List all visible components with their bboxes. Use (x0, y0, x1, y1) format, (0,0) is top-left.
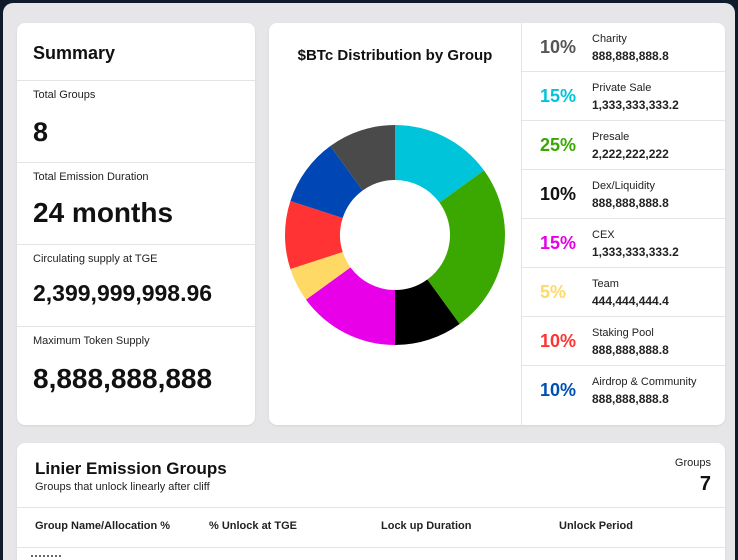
column-header-group-name[interactable]: Group Name/Allocation % (35, 520, 171, 532)
legend-name: Presale (592, 131, 630, 143)
stat-emission-duration: Total Emission Duration 24 months (17, 163, 255, 245)
summary-title: Summary (17, 23, 255, 81)
divider (17, 507, 725, 508)
stat-label: Circulating supply at TGE (33, 253, 158, 265)
legend-item-airdrop-community: 10% Airdrop & Community 888,888,888.8 (522, 366, 725, 415)
legend-amount: 444,444,444.4 (592, 294, 669, 308)
legend-name: Staking Pool (592, 327, 654, 339)
column-header-unlock-period[interactable]: Unlock Period (559, 520, 633, 532)
donut-slice-cex[interactable] (306, 267, 395, 345)
legend-name: Dex/Liquidity (592, 180, 655, 192)
donut-slice-charity[interactable] (330, 125, 395, 191)
groups-count-label: Groups (674, 457, 711, 469)
table-row (31, 555, 61, 560)
summary-card: Summary Total Groups 8 Total Emission Du… (17, 23, 255, 425)
donut-slice-staking-pool[interactable] (285, 201, 343, 269)
column-header-unlock-tge[interactable]: % Unlock at TGE (209, 520, 298, 532)
donut-slice-presale[interactable] (427, 170, 505, 324)
legend-pct: 10% (540, 331, 577, 351)
column-header-lockup-duration[interactable]: Lock up Duration (381, 520, 472, 532)
legend-name: Charity (592, 33, 627, 45)
stat-value: 2,399,999,998.96 (33, 280, 213, 306)
stat-label: Maximum Token Supply (33, 335, 150, 347)
linear-emission-title: Linier Emission Groups (35, 459, 227, 478)
app-frame: Summary Total Groups 8 Total Emission Du… (3, 3, 735, 560)
stat-label: Total Groups (33, 89, 96, 101)
donut-slice-airdrop-community[interactable] (290, 146, 363, 219)
legend-amount: 888,888,888.8 (592, 49, 669, 63)
legend-item-cex: 15% CEX 1,333,333,333.2 (522, 219, 725, 268)
legend-name: Team (592, 278, 619, 290)
donut-slice-private-sale[interactable] (395, 125, 484, 203)
legend-item-team: 5% Team 444,444,444.4 (522, 268, 725, 317)
stat-circulating-supply: Circulating supply at TGE 2,399,999,998.… (17, 245, 255, 327)
legend-name: Airdrop & Community (592, 376, 697, 388)
legend-item-dex-liquidity: 10% Dex/Liquidity 888,888,888.8 (522, 170, 725, 219)
stat-max-supply: Maximum Token Supply 8,888,888,888 (17, 327, 255, 423)
legend-pct: 25% (540, 135, 577, 155)
stat-total-groups: Total Groups 8 (17, 81, 255, 163)
legend-item-presale: 25% Presale 2,222,222,222 (522, 121, 725, 170)
legend-pct: 10% (540, 184, 577, 204)
legend-pct: 15% (540, 86, 577, 106)
legend-item-private-sale: 15% Private Sale 1,333,333,333.2 (522, 72, 725, 121)
legend-item-charity: 10% Charity 888,888,888.8 (522, 23, 725, 72)
legend-pct: 5% (540, 282, 567, 302)
linear-emission-card: Linier Emission Groups Groups that unloc… (17, 443, 725, 560)
distribution-legend: 10% Charity 888,888,888.8 15% Private Sa… (521, 23, 725, 425)
donut-slice-team[interactable] (290, 251, 351, 300)
distribution-donut-chart (285, 125, 505, 345)
legend-name: CEX (592, 229, 615, 241)
legend-pct: 15% (540, 233, 577, 253)
legend-amount: 2,222,222,222 (592, 147, 669, 161)
legend-pct: 10% (540, 37, 577, 57)
legend-amount: 888,888,888.8 (592, 343, 669, 357)
stat-label: Total Emission Duration (33, 171, 149, 183)
groups-count-value: 7 (699, 473, 711, 495)
stat-value: 24 months (33, 197, 174, 228)
divider (17, 547, 725, 548)
legend-name: Private Sale (592, 82, 652, 94)
legend-amount: 888,888,888.8 (592, 196, 669, 210)
linear-emission-subtitle: Groups that unlock linearly after cliff (35, 481, 210, 493)
distribution-card: $BTc Distribution by Group 10% Charity 8… (269, 23, 725, 425)
legend-item-staking-pool: 10% Staking Pool 888,888,888.8 (522, 317, 725, 366)
distribution-title: $BTc Distribution by Group (297, 47, 493, 64)
stat-value: 8 (33, 117, 49, 147)
legend-amount: 888,888,888.8 (592, 392, 669, 406)
stat-value: 8,888,888,888 (33, 363, 213, 394)
legend-amount: 1,333,333,333.2 (592, 98, 679, 112)
legend-pct: 10% (540, 380, 577, 400)
legend-amount: 1,333,333,333.2 (592, 245, 679, 259)
donut-slice-dex-liquidity[interactable] (395, 279, 460, 345)
